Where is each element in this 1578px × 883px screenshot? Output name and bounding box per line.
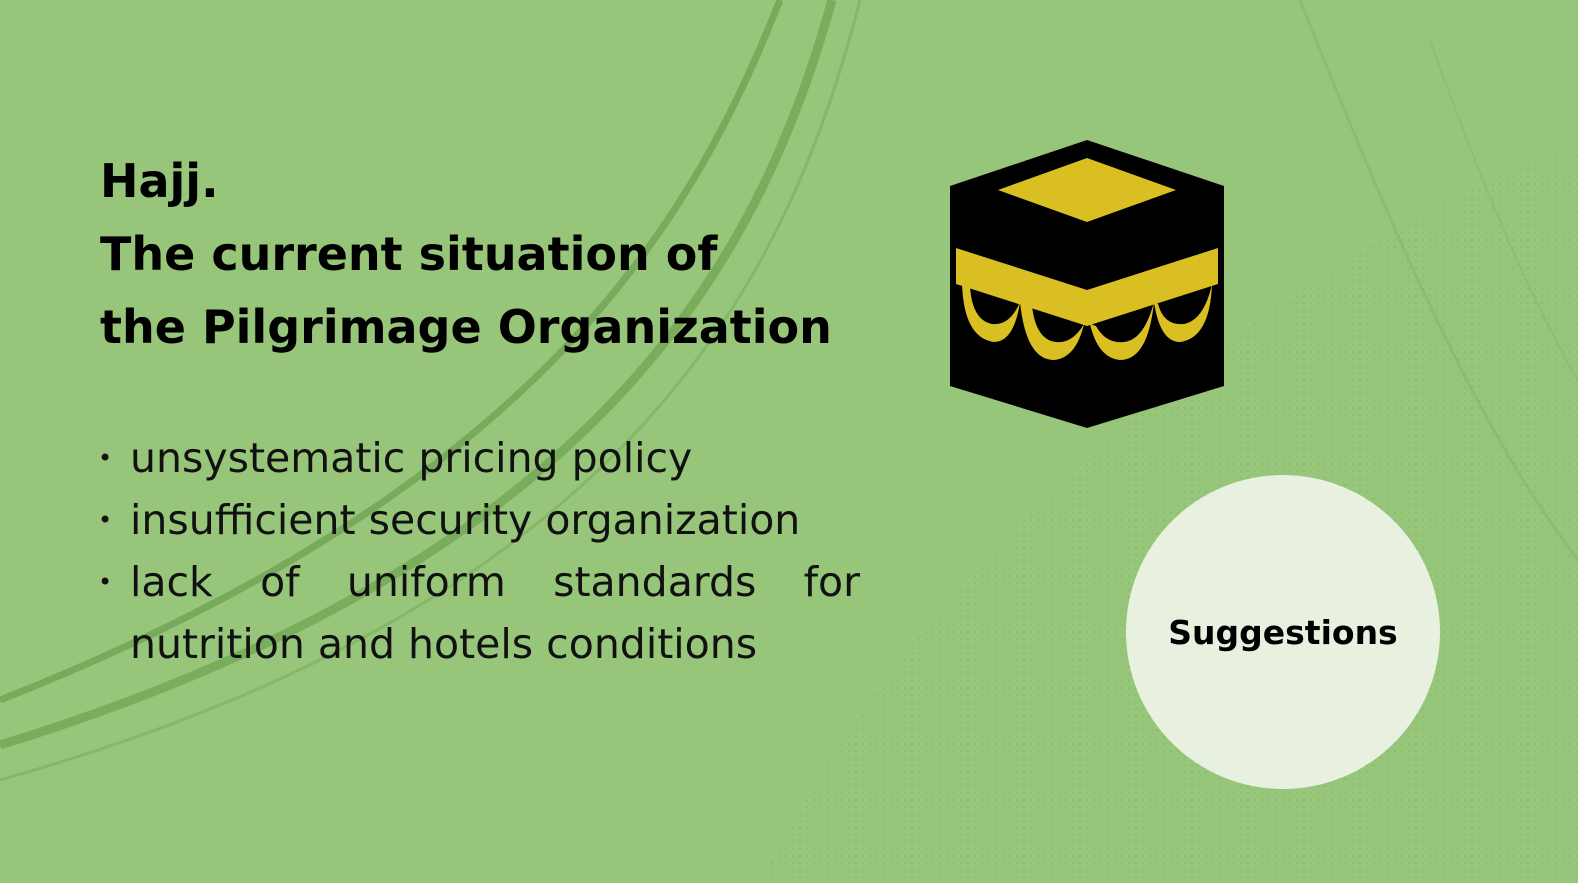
kaaba-icon: [950, 140, 1224, 428]
title-line-3: the Pilgrimage Organization: [100, 300, 832, 354]
suggestions-button[interactable]: Suggestions: [1126, 475, 1440, 789]
list-item: • insufficient security organization: [98, 489, 860, 551]
issues-list: • unsystematic pricing policy • insuffic…: [98, 427, 860, 675]
list-item: • lack of uniform standards for nutritio…: [98, 551, 860, 675]
bullet-icon: •: [98, 568, 113, 596]
slide-title: Hajj. The current situation of the Pilgr…: [100, 145, 900, 364]
title-line-2: The current situation of: [100, 227, 718, 281]
list-item-text: lack of uniform standards for nutrition …: [130, 558, 860, 668]
title-line-1: Hajj.: [100, 154, 219, 208]
list-item-text: unsystematic pricing policy: [130, 434, 693, 482]
bullet-icon: •: [98, 444, 113, 472]
list-item: • unsystematic pricing policy: [98, 427, 860, 489]
suggestions-label: Suggestions: [1168, 612, 1398, 652]
list-item-text: insufficient security organization: [130, 496, 801, 544]
bullet-icon: •: [98, 506, 113, 534]
